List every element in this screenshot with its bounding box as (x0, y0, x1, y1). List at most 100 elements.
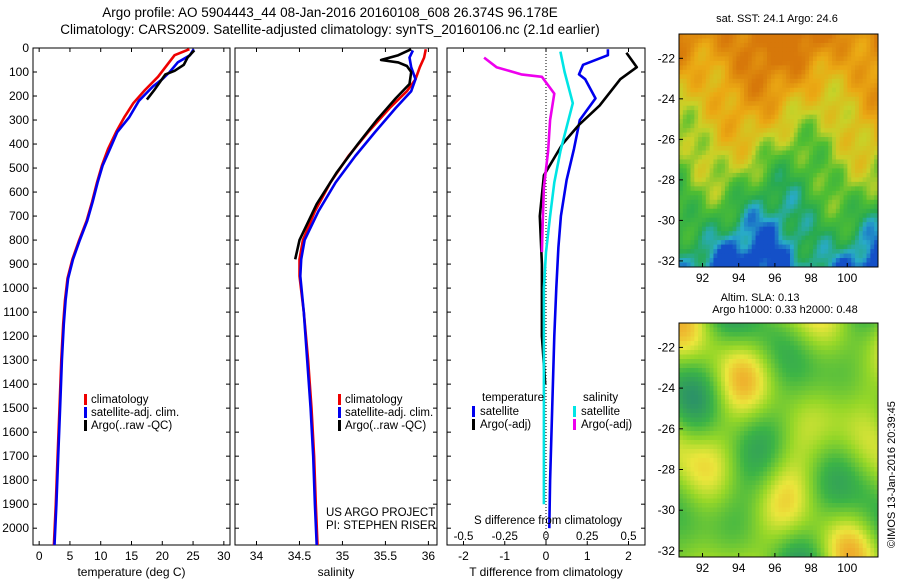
sla-map-cell (839, 413, 845, 418)
sla-map-cell (740, 431, 745, 436)
sst-map-cell (862, 195, 868, 201)
sla-map-cell (778, 480, 783, 486)
sla-map-cell (847, 404, 852, 409)
sst-map-cell (797, 154, 802, 160)
sla-map-cell (759, 480, 764, 486)
sst-map-cell (767, 199, 772, 205)
sst-map-cell (793, 154, 799, 160)
sst-map-cell (828, 190, 833, 196)
sla-map-cell (809, 480, 814, 486)
sla-map-cell (797, 359, 802, 364)
sst-map-cell (816, 154, 822, 160)
sla-map-cell (778, 458, 783, 463)
sla-map-cell (820, 327, 825, 333)
sla-map-cell (747, 399, 753, 405)
sst-map-cell (851, 226, 856, 232)
sla-map-cell (835, 390, 841, 396)
sla-map-cell (782, 494, 787, 499)
sla-map-cell (797, 372, 802, 378)
diff-xtick-label: 2 (625, 549, 632, 563)
sla-map-cell (744, 476, 749, 481)
sst-map-cell (843, 34, 848, 39)
sst-map-cell (701, 222, 707, 228)
sla-map-cell (759, 471, 764, 477)
sla-map-cell (724, 332, 730, 337)
sst-map-cell (767, 262, 772, 268)
sla-map-cell (786, 494, 791, 499)
sst-map-cell (839, 56, 845, 62)
sst-map-cell (717, 195, 722, 201)
sst-map-cell (851, 128, 856, 134)
sla-map-cell (805, 440, 810, 445)
sst-map-cell (786, 163, 791, 169)
sst-map-cell (686, 141, 691, 147)
sst-map-cell (793, 181, 799, 187)
sst-map-cell (694, 163, 699, 169)
sst-map-cell (763, 132, 768, 138)
sla-map-cell (698, 462, 703, 468)
sst-map-cell (824, 208, 829, 214)
sst-map-cell (809, 181, 814, 187)
sst-map-cell (801, 213, 806, 219)
sla-map-cell (843, 354, 848, 360)
sla-map-cell (679, 458, 684, 463)
sla-map-cell (862, 489, 868, 495)
sst-map-cell (812, 38, 818, 44)
diff-s-tick-label: 0 (543, 531, 549, 543)
sla-map-cell (721, 480, 726, 486)
sla-map-cell (858, 413, 864, 418)
sla-map-cell (728, 341, 734, 346)
sla-map-cell (855, 341, 860, 346)
sla-map-cell (832, 485, 837, 490)
sst-map-cell (816, 128, 822, 134)
sst-map-cell (701, 51, 707, 57)
sst-map-cell (682, 222, 688, 228)
sla-map-cell (755, 377, 760, 382)
sla-map-cell (801, 413, 806, 418)
sst-map-cell (805, 235, 810, 241)
sla-map-cell (866, 462, 871, 468)
sla-map-cell (694, 327, 699, 333)
sla-map-cell (774, 323, 779, 328)
sst-map-cell (778, 114, 783, 120)
diff-legend-swatch (573, 406, 576, 417)
sst-map-cell (835, 132, 841, 138)
sst-map-cell (782, 262, 787, 268)
sst-map-cell (698, 83, 703, 89)
sla-map-cell (763, 462, 768, 468)
sla-map-cell (770, 453, 776, 459)
sla-map-cell (759, 363, 764, 369)
sst-map-cell (717, 244, 722, 250)
sla-map-cell (770, 323, 776, 328)
sst-map-cell (805, 96, 810, 102)
sst-map-cell (866, 65, 871, 71)
sst-map-cell (824, 217, 829, 223)
sst-map-cell (786, 132, 791, 138)
sla-map-cell (679, 417, 684, 423)
sst-map-cell (759, 110, 764, 116)
sst-map-cell (701, 217, 707, 223)
sst-map-cell (698, 132, 703, 138)
sla-map-cell (782, 386, 787, 391)
sst-map-cell (694, 226, 699, 232)
sla-map-cell (812, 368, 818, 373)
sla-map-cell (820, 404, 825, 409)
sst-map-cell (717, 208, 722, 214)
sst-map-cell (751, 204, 757, 210)
sla-map-cell (793, 431, 799, 436)
sst-map-cell (694, 172, 699, 178)
sst-map-cell (847, 226, 852, 232)
sla-map-cell (855, 462, 860, 468)
sst-map-cell (744, 74, 749, 80)
sst-map-cell (721, 119, 726, 125)
sla-map-cell (690, 404, 695, 409)
sla-map-cell (686, 413, 691, 418)
sla-map-cell (847, 435, 852, 441)
sst-map-cell (751, 262, 757, 268)
sla-map-cell (801, 494, 806, 499)
sla-map-cell (736, 440, 741, 445)
sst-map-cell (732, 96, 737, 102)
sst-map-cell (786, 177, 791, 183)
sst-map-cell (709, 132, 714, 138)
sst-map-cell (682, 137, 688, 143)
